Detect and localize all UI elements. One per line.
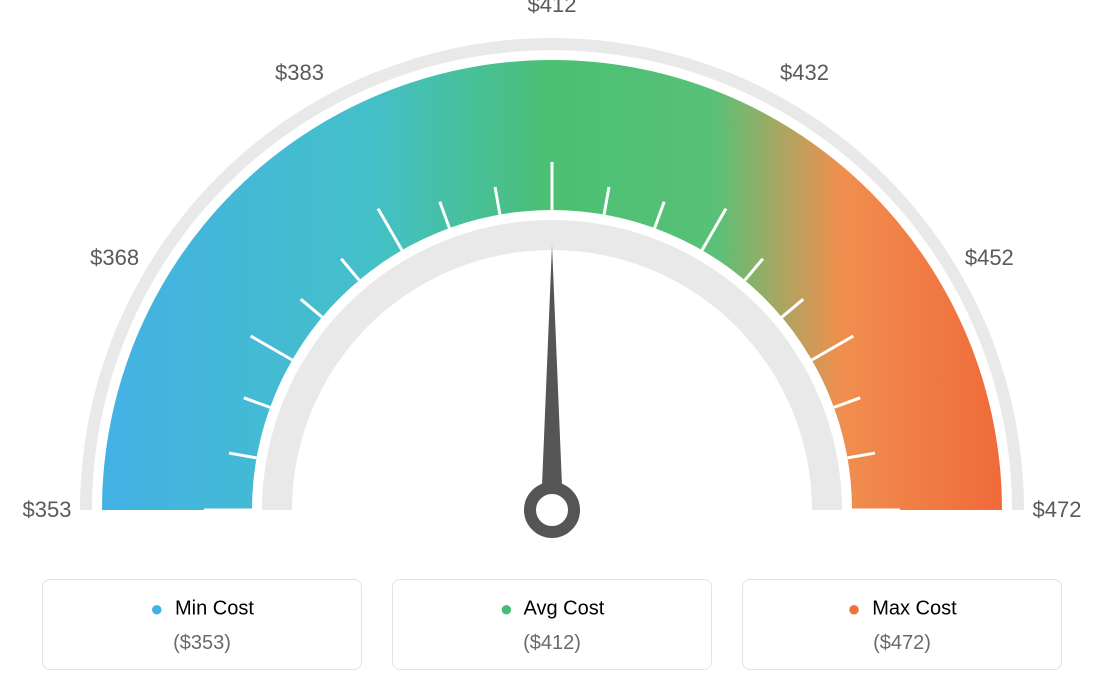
legend-value-avg: ($412) (403, 632, 701, 655)
dot-icon: ● (847, 596, 860, 621)
legend-label: Min Cost (175, 597, 254, 619)
legend-card-max: ● Max Cost ($472) (742, 579, 1062, 670)
dot-icon: ● (500, 596, 513, 621)
gauge-tick-label: $412 (528, 0, 577, 18)
dot-icon: ● (150, 596, 163, 621)
gauge-tick-label: $353 (23, 497, 72, 523)
gauge-chart: $353 $368 $383 $412 $432 $452 $472 (0, 0, 1104, 560)
gauge-tick-label: $472 (1033, 497, 1082, 523)
legend-title-avg: ● Avg Cost (403, 596, 701, 622)
gauge-tick-label: $383 (275, 60, 324, 86)
gauge-tick-label: $368 (90, 245, 139, 271)
legend-label: Avg Cost (523, 597, 604, 619)
legend-card-min: ● Min Cost ($353) (42, 579, 362, 670)
legend-value-min: ($353) (53, 632, 351, 655)
legend-card-avg: ● Avg Cost ($412) (392, 579, 712, 670)
legend-label: Max Cost (872, 597, 956, 619)
legend-row: ● Min Cost ($353) ● Avg Cost ($412) ● Ma… (0, 579, 1104, 670)
legend-title-min: ● Min Cost (53, 596, 351, 622)
legend-value-max: ($472) (753, 632, 1051, 655)
gauge-tick-label: $452 (965, 245, 1014, 271)
gauge-svg (0, 0, 1104, 560)
legend-title-max: ● Max Cost (753, 596, 1051, 622)
gauge-tick-label: $432 (780, 60, 829, 86)
